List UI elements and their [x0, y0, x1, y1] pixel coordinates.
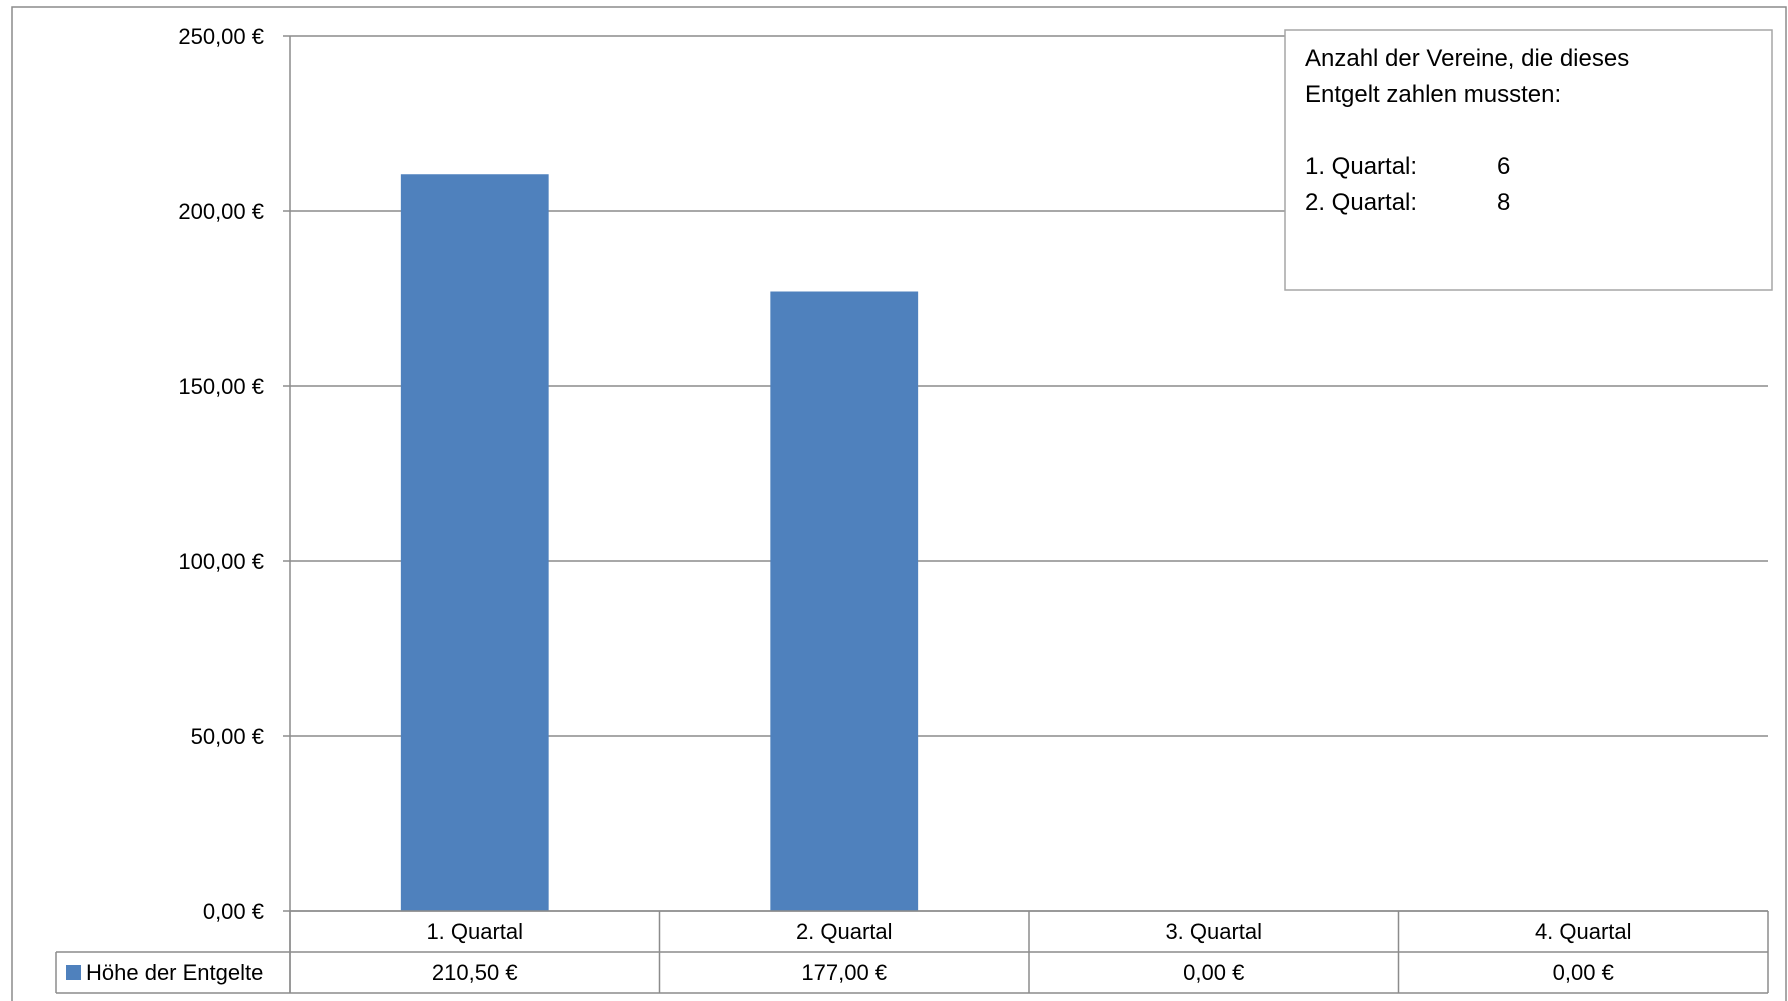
y-tick-label: 100,00 €: [178, 549, 264, 574]
y-tick-label: 50,00 €: [191, 724, 264, 749]
bar: [770, 291, 919, 911]
legend-label: Höhe der Entgelte: [86, 960, 263, 985]
annotation-line: 2. Quartal:: [1305, 189, 1417, 216]
x-category-label: 2. Quartal: [796, 919, 893, 944]
data-table: 1. Quartal 210,50 € 2. Quartal 177,00 € 3. Q…: [55, 910, 1769, 994]
data-label: 0,00 €: [1183, 960, 1244, 985]
data-label: 210,50 €: [432, 960, 518, 985]
annotation-count: 8: [1497, 189, 1510, 216]
bars: [400, 174, 919, 911]
y-tick-label: 250,00 €: [178, 24, 264, 49]
x-category-label: 1. Quartal: [426, 919, 523, 944]
data-label: 177,00 €: [801, 960, 887, 985]
x-category-label: 4. Quartal: [1535, 919, 1632, 944]
annotation-count: 6: [1497, 153, 1510, 180]
annotation-box: Anzahl der Vereine, die dieses Entgelt za…: [1284, 29, 1773, 291]
x-category-label: 3. Quartal: [1165, 919, 1262, 944]
bar: [400, 174, 549, 911]
legend-swatch: [66, 965, 81, 980]
y-axis-tick-labels: 0,00 € 50,00 € 100,00 € 150,00 € 200,00 € 250…: [178, 24, 264, 924]
annotation-frame: [1284, 29, 1773, 291]
data-label: 0,00 €: [1553, 960, 1614, 985]
annotation-line: Anzahl der Vereine, die dieses: [1305, 45, 1629, 72]
y-tick-label: 0,00 €: [203, 899, 264, 924]
y-tick-label: 200,00 €: [178, 199, 264, 224]
y-tick-label: 150,00 €: [178, 374, 264, 399]
annotation-line: Entgelt zahlen mussten:: [1305, 81, 1561, 108]
annotation-line: 1. Quartal:: [1305, 153, 1417, 180]
